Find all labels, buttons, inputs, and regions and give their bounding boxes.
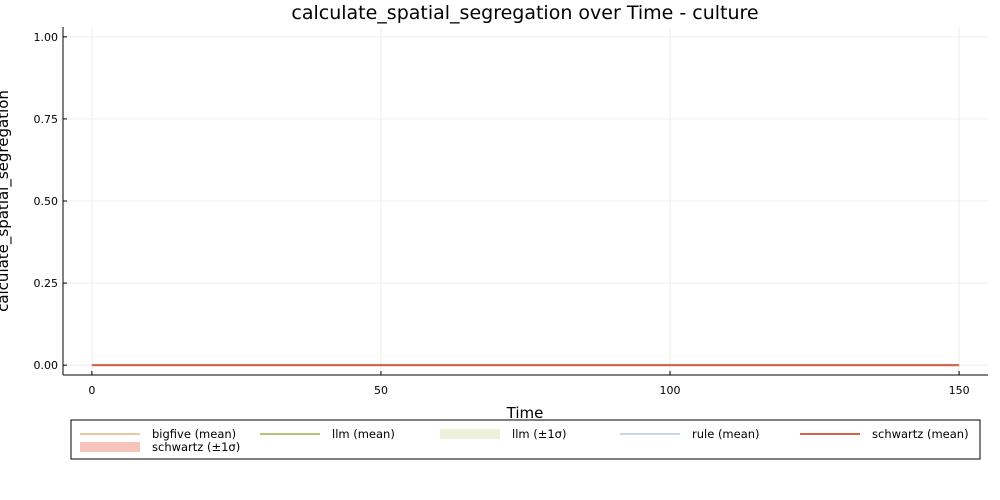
y-tick-label: 0.50	[34, 195, 59, 208]
grid	[63, 27, 988, 375]
y-tick-label: 0.75	[34, 113, 59, 126]
y-ticks: 0.00 0.25 0.50 0.75 1.00	[34, 31, 67, 372]
legend: bigfive (mean) llm (mean) llm (±1σ) rule (m…	[70, 419, 981, 460]
y-tick-label: 0.25	[34, 277, 59, 290]
legend-swatch-llm-1	[440, 429, 500, 439]
legend-label-bigfive-mean: bigfive (mean)	[152, 427, 236, 441]
legend-swatch-schwartz-1	[80, 442, 140, 452]
y-tick-label: 1.00	[34, 31, 59, 44]
x-tick-label: 100	[660, 384, 681, 397]
y-axis-label: calculate_spatial_segregation	[0, 90, 13, 312]
y-tick-label: 0.00	[34, 359, 59, 372]
legend-label-rule-mean: rule (mean)	[692, 427, 760, 441]
x-axis-label: Time	[506, 404, 544, 422]
legend-label-schwartz-1: schwartz (±1σ)	[152, 440, 240, 454]
x-ticks: 0 50 100 150	[88, 371, 970, 397]
chart-title: calculate_spatial_segregation over Time …	[291, 2, 758, 24]
x-tick-label: 50	[374, 384, 388, 397]
x-tick-label: 150	[949, 384, 970, 397]
legend-label-schwartz-mean: schwartz (mean)	[872, 427, 969, 441]
legend-label-llm-mean: llm (mean)	[332, 427, 395, 441]
legend-box	[70, 419, 981, 460]
legend-label-llm-1: llm (±1σ)	[512, 427, 566, 441]
x-tick-label: 0	[88, 384, 95, 397]
